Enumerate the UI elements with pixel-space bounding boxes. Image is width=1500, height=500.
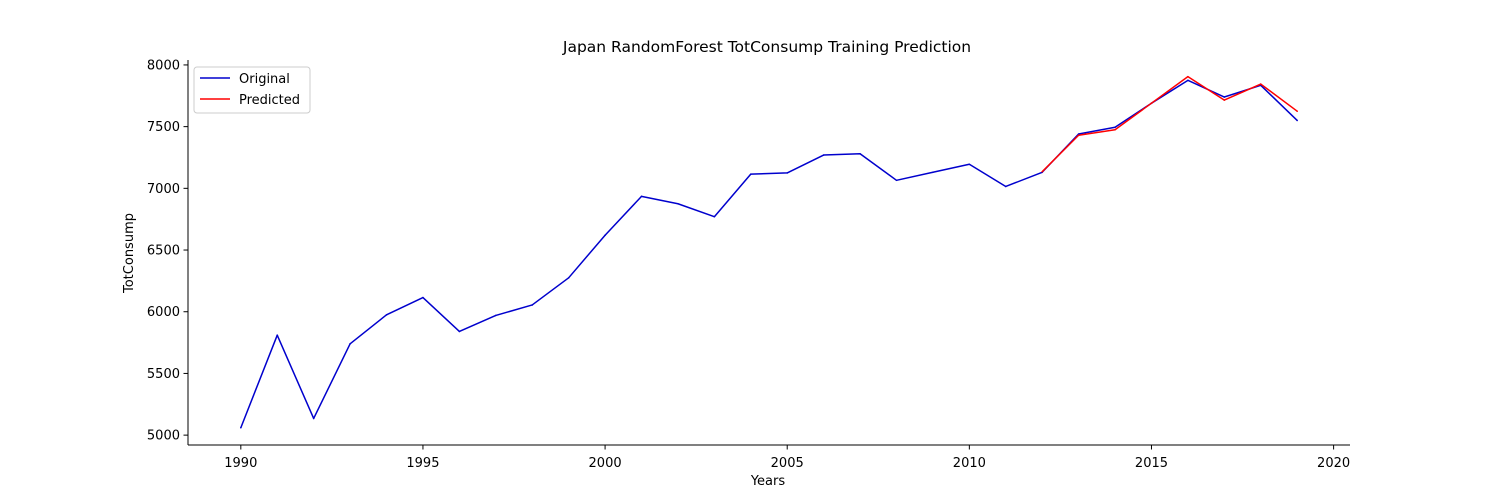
data-point	[1114, 128, 1116, 131]
y-tick-label: 8000	[147, 58, 180, 73]
x-tick-label: 2000	[589, 456, 622, 471]
chart-title: Japan RandomForest TotConsump Training P…	[562, 38, 971, 56]
data-point	[458, 330, 461, 333]
y-axis-label: TotConsump	[122, 213, 137, 294]
data-point	[1296, 110, 1298, 113]
x-tick-label: 2020	[1317, 456, 1350, 471]
data-point	[1150, 102, 1153, 104]
data-point	[1223, 99, 1226, 101]
y-tick-label: 6500	[147, 244, 180, 259]
data-point	[1187, 75, 1189, 78]
data-point	[1223, 96, 1226, 98]
x-tick-label: 2005	[771, 456, 804, 471]
data-point	[749, 173, 752, 175]
y-tick-label: 7500	[147, 120, 180, 135]
series-line-predicted	[1041, 75, 1298, 173]
legend: Original Predicted	[193, 66, 311, 114]
data-point	[385, 314, 388, 316]
x-tick-label: 2015	[1135, 456, 1168, 471]
data-point	[786, 172, 789, 174]
data-point	[1187, 79, 1189, 82]
legend-label-predicted: Predicted	[239, 93, 300, 108]
y-tick-label: 5000	[147, 429, 180, 444]
series-line-original	[240, 79, 1298, 428]
data-point	[859, 152, 861, 155]
data-point	[567, 277, 570, 279]
data-point	[312, 417, 315, 420]
x-axis-label: Years	[750, 474, 786, 489]
data-point	[1077, 133, 1080, 135]
data-point	[1077, 134, 1080, 137]
data-point	[276, 334, 279, 336]
data-point	[713, 215, 716, 218]
x-tick-label: 1990	[224, 456, 257, 471]
data-point	[895, 179, 898, 182]
data-point	[1259, 83, 1262, 85]
data-point	[349, 343, 351, 345]
y-tick-label: 7000	[147, 182, 180, 197]
data-point	[640, 195, 643, 198]
data-point	[495, 314, 497, 317]
data-point	[422, 296, 424, 299]
x-tick-label: 2010	[953, 456, 986, 471]
series-points-predicted	[1041, 75, 1298, 173]
data-point	[240, 426, 242, 429]
y-tick-label: 6000	[147, 305, 180, 320]
data-point	[677, 202, 679, 205]
data-point	[822, 154, 825, 156]
data-point	[604, 234, 606, 237]
legend-label-original: Original	[239, 72, 290, 87]
data-point	[531, 304, 534, 306]
series-points-original	[240, 79, 1298, 429]
data-point	[1114, 126, 1116, 129]
data-point	[1296, 119, 1298, 122]
data-point	[1004, 185, 1007, 188]
data-point	[968, 163, 971, 166]
series-layer	[240, 75, 1298, 429]
data-point	[1041, 170, 1043, 173]
y-ticks: 5000 5500 6000 6500 7000 7500 8000	[147, 58, 188, 444]
y-tick-label: 5500	[147, 367, 180, 382]
x-tick-label: 1995	[406, 456, 439, 471]
data-point	[932, 171, 934, 174]
x-ticks: 1990 1995 2000 2005 2010 2015 2020	[224, 445, 1350, 471]
